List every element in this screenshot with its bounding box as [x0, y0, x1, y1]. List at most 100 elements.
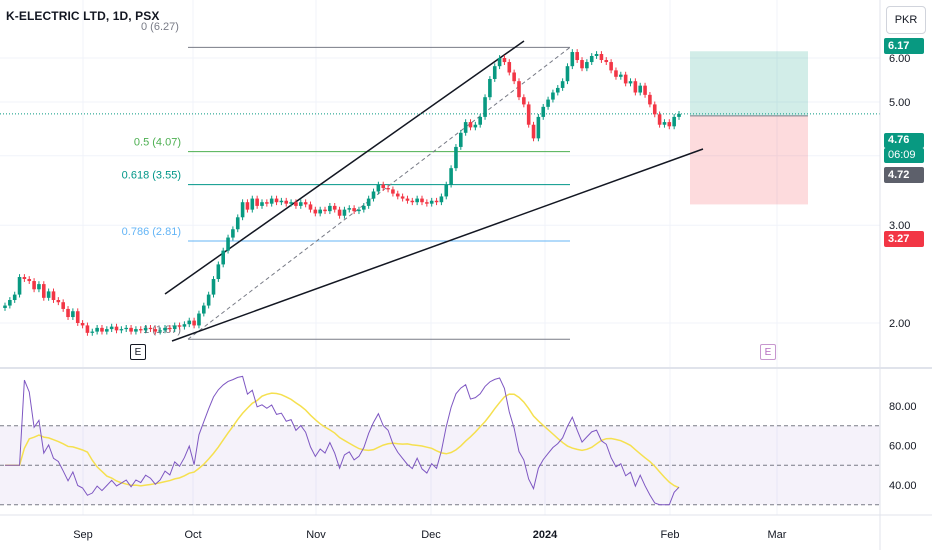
- candle-body: [541, 106, 546, 117]
- fib-level-0-label: 0 (6.27): [141, 21, 179, 33]
- candle-body: [619, 74, 623, 77]
- candle-body: [153, 329, 158, 332]
- candle-body: [303, 202, 308, 205]
- candle-body: [202, 305, 206, 314]
- candle-body: [546, 99, 550, 107]
- candle-body: [32, 281, 36, 290]
- candle-body: [585, 62, 589, 69]
- time-tick-label: Nov: [306, 529, 326, 541]
- candles: [3, 49, 681, 336]
- candle-body: [27, 279, 32, 282]
- time-axis[interactable]: Sep Oct Nov Dec 2024 Feb Mar: [73, 529, 787, 541]
- fib-level-label: 0.618 (3.55): [122, 170, 181, 182]
- entry-price-label: 4.72: [884, 167, 924, 183]
- chart-background: [0, 0, 880, 550]
- candle-body: [61, 302, 65, 309]
- candle-body: [158, 330, 162, 332]
- rsi-tick-label: 40.00: [889, 480, 917, 492]
- candle-body: [444, 184, 449, 197]
- candle-body: [75, 311, 80, 323]
- rsi-pane: [0, 375, 880, 506]
- candle-body: [182, 324, 187, 327]
- candle-body: [148, 327, 153, 330]
- candle-body: [95, 327, 99, 332]
- candle-body: [265, 202, 269, 204]
- rsi-tick-label: 60.00: [889, 441, 917, 453]
- price-tick-label: 3.00: [889, 220, 910, 232]
- candle-body: [22, 277, 27, 280]
- candle-body: [192, 320, 196, 326]
- candle-body: [536, 116, 541, 139]
- candle-body: [168, 327, 172, 330]
- grid: [0, 0, 880, 515]
- currency-button[interactable]: PKR: [886, 6, 926, 34]
- candle-body: [226, 237, 230, 251]
- candle-body: [105, 329, 109, 332]
- candle-body: [395, 193, 400, 197]
- candle-body: [555, 87, 560, 93]
- time-tick-label: Sep: [73, 529, 93, 541]
- candle-body: [109, 326, 114, 330]
- profit-zone: [690, 51, 808, 116]
- candle-body: [279, 200, 284, 203]
- lower-channel-line: [171, 148, 704, 342]
- candle-body: [473, 124, 478, 128]
- candle-body: [37, 284, 41, 290]
- candle-body: [71, 311, 75, 318]
- candle-body: [100, 327, 104, 332]
- target-price-label: 6.17: [884, 38, 924, 54]
- candle-body: [458, 132, 463, 147]
- candle-body: [66, 308, 70, 318]
- candle-body: [575, 52, 579, 61]
- long-position-tool[interactable]: [690, 51, 808, 205]
- candle-body: [449, 168, 453, 185]
- candle-body: [129, 327, 133, 332]
- candle-body: [85, 325, 90, 333]
- candle-body: [352, 208, 356, 212]
- candle-body: [134, 329, 138, 332]
- candle-body: [323, 209, 327, 212]
- candle-body: [565, 66, 570, 82]
- candle-body: [51, 291, 56, 301]
- candle-body: [425, 202, 429, 204]
- candle-body: [405, 198, 410, 201]
- candle-body: [206, 294, 211, 306]
- candle-body: [468, 122, 473, 128]
- candle-body: [163, 327, 167, 331]
- candle-body: [12, 294, 17, 301]
- candle-body: [342, 209, 347, 216]
- rsi-line: [5, 375, 680, 506]
- candle-body: [560, 81, 565, 88]
- candle-body: [488, 78, 492, 98]
- candle-body: [274, 198, 279, 203]
- candle-body: [221, 250, 226, 265]
- candle-body: [497, 58, 502, 67]
- candle-body: [454, 146, 458, 169]
- candle-body: [114, 326, 119, 331]
- symbol-title[interactable]: K-ELECTRIC LTD, 1D, PSX: [6, 9, 160, 23]
- candle-body: [526, 104, 531, 125]
- candle-body: [667, 122, 672, 127]
- fib-level-label: 0.5 (4.07): [134, 137, 181, 149]
- candle-body: [483, 97, 487, 117]
- earnings-marker[interactable]: E: [130, 344, 146, 360]
- candle-body: [463, 122, 468, 133]
- earnings-marker-upcoming[interactable]: E: [760, 344, 776, 360]
- candle-body: [492, 66, 497, 79]
- candle-body: [197, 313, 201, 326]
- candle-body: [313, 209, 318, 214]
- candle-body: [138, 329, 143, 331]
- candle-body: [522, 97, 526, 105]
- candle-body: [580, 60, 584, 69]
- candle-body: [332, 205, 337, 210]
- candle-body: [250, 198, 255, 210]
- candle-body: [517, 81, 521, 98]
- fib-trend-line: [187, 46, 571, 340]
- candle-body: [648, 94, 652, 105]
- price-tick-label: 5.00: [889, 97, 910, 109]
- candle-body: [478, 116, 482, 125]
- candle-body: [604, 60, 609, 63]
- loss-zone: [690, 115, 808, 205]
